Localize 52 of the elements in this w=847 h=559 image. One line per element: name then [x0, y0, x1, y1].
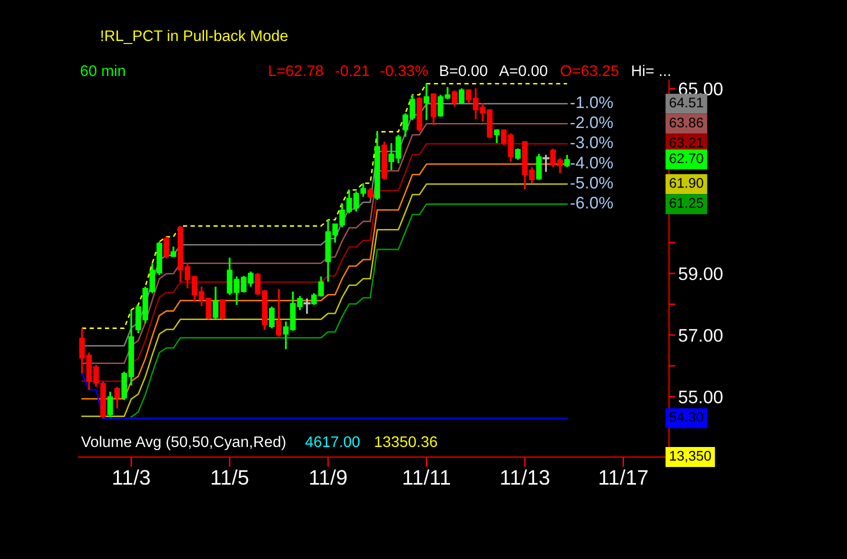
text: O=63.25	[560, 65, 618, 76]
x-tick-label: 11/3	[113, 470, 150, 485]
annotation: 63.86	[670, 118, 704, 128]
annotation: 54.30	[670, 412, 704, 422]
annotation: 62.70	[670, 153, 704, 164]
candlestick	[536, 153, 542, 181]
annotation: Volume Avg (50,50,Cyan,Red)	[81, 436, 286, 450]
candlestick	[269, 306, 275, 330]
annotation: 61.25	[670, 198, 704, 208]
annotation: 63.21	[670, 138, 704, 148]
candlestick	[564, 154, 570, 168]
chart-title: !RL_PCT in Pull-back Mode	[101, 30, 288, 44]
series-label: -1.0%	[570, 96, 613, 108]
text: L=62.78	[269, 65, 323, 76]
text: 13,350	[670, 450, 711, 462]
series-label: -3.0%	[570, 136, 613, 148]
candlestick	[164, 236, 170, 260]
text: Hi= ...	[632, 64, 670, 76]
line-series	[130, 203, 568, 418]
text: A=0.00	[499, 65, 548, 76]
y-tick-label: 57.00	[678, 328, 723, 342]
series-label: -4.0%	[570, 156, 613, 169]
text: -0.33%	[380, 65, 428, 76]
candlestick	[276, 288, 282, 338]
chart-subtitle: 60 min	[80, 64, 125, 76]
candlestick	[107, 390, 113, 418]
series-label: -2.0%	[570, 116, 613, 128]
series-label: -5.0%	[570, 176, 613, 189]
candlestick	[452, 90, 458, 108]
annotation: 61.90	[670, 178, 704, 188]
text: B=0.00	[440, 65, 488, 76]
x-tick-label: 11/13	[501, 470, 550, 485]
candlestick	[424, 82, 430, 121]
candlestick	[212, 286, 218, 320]
candlestick	[515, 147, 521, 161]
x-tick-label: 11/9	[310, 470, 347, 485]
annotation: 13350.36	[375, 436, 438, 448]
x-tick-label: 11/11	[404, 470, 450, 485]
y-tick-label: 59.00	[678, 267, 723, 280]
annotation: 4617.00	[305, 436, 360, 448]
annotation: 64.51	[670, 98, 704, 108]
candlestick	[494, 128, 500, 144]
candlestick	[458, 87, 464, 105]
candlestick	[430, 92, 436, 126]
x-tick-label: 11/5	[212, 470, 248, 485]
x-tick-label: 11/17	[600, 470, 648, 485]
candlestick	[367, 187, 374, 200]
y-tick-label: 55.00	[678, 390, 723, 404]
text: -0.21	[336, 65, 370, 76]
candlestick	[220, 298, 226, 320]
candlestick	[114, 386, 120, 410]
series-label: -6.0%	[570, 196, 613, 209]
